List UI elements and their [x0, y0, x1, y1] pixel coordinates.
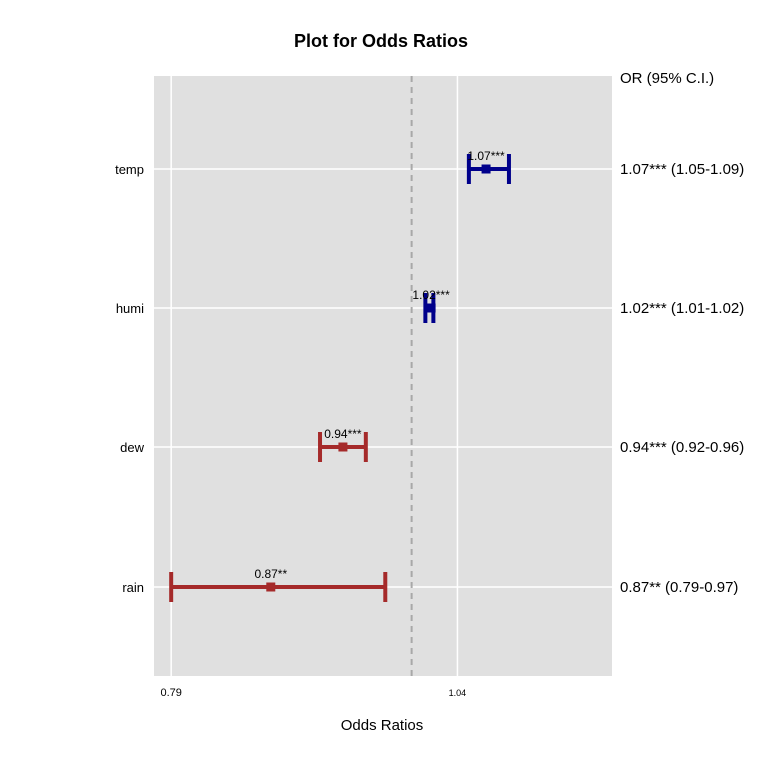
right-label: 1.07*** (1.05-1.09): [620, 161, 744, 178]
point-estimate: [426, 303, 436, 313]
right-label: 1.02*** (1.01-1.02): [620, 300, 744, 317]
point-estimate: [338, 442, 348, 452]
data-label: 1.02***: [412, 288, 450, 302]
y-tick-label: dew: [120, 440, 144, 455]
chart-title: Plot for Odds Ratios: [294, 31, 468, 51]
x-tick-label: 0.79: [160, 687, 181, 699]
y-tick-label: humi: [116, 301, 144, 316]
x-axis-ticks: 0.79 1.04: [160, 687, 466, 699]
point-estimate: [481, 164, 491, 174]
row-temp: temp 1.07*** 1.07*** (1.05-1.09): [115, 149, 744, 184]
data-label: 1.07***: [467, 149, 505, 163]
row-rain: rain 0.87** 0.87** (0.79-0.97): [122, 567, 738, 602]
x-tick-label: 1.04: [449, 688, 467, 698]
right-column-header: OR (95% C.I.): [620, 70, 714, 87]
right-label: 0.87** (0.79-0.97): [620, 579, 738, 596]
data-label: 0.94***: [324, 427, 362, 441]
row-dew: dew 0.94*** 0.94*** (0.92-0.96): [120, 427, 744, 462]
y-tick-label: temp: [115, 162, 144, 177]
point-estimate: [266, 582, 276, 592]
right-label: 0.94*** (0.92-0.96): [620, 439, 744, 456]
data-label: 0.87**: [254, 567, 287, 581]
chart-marks: temp 1.07*** 1.07*** (1.05-1.09) humi 1.02**…: [115, 149, 744, 602]
y-tick-label: rain: [122, 580, 144, 595]
plot-panel: [154, 76, 612, 676]
row-humi: humi 1.02*** 1.02*** (1.01-1.02): [116, 288, 744, 323]
x-axis-label: Odds Ratios: [341, 717, 424, 734]
